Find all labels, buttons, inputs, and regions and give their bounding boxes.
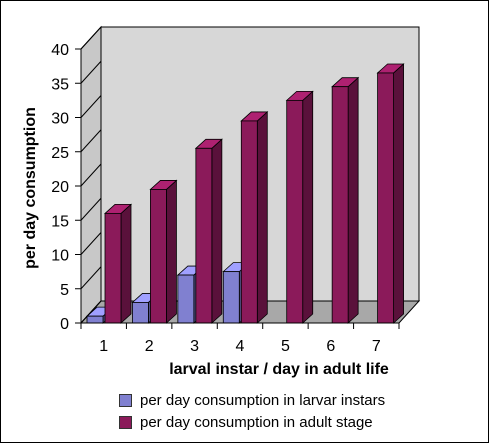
bar-adult-3	[194, 138, 223, 324]
x-tick-label: 7	[372, 338, 381, 355]
y-tick-label: 15	[51, 213, 69, 230]
y-axis-title: per day consumption	[22, 107, 39, 269]
legend-swatch-larval	[119, 393, 132, 407]
y-tick-depth	[80, 232, 102, 255]
bar-adult-1	[103, 203, 133, 324]
bar-adult-2	[149, 179, 178, 324]
y-tick-label: 30	[51, 111, 69, 128]
x-tick-label: 1	[99, 338, 108, 355]
legend-item-larval: per day consumption in larvar instars	[119, 389, 385, 411]
y-tick-label: 0	[60, 316, 69, 333]
x-tick-label: 4	[236, 338, 245, 355]
legend: per day consumption in larvar instars pe…	[119, 389, 385, 433]
y-tick-label: 5	[60, 282, 69, 299]
y-tick-label: 20	[51, 179, 69, 196]
y-tick-depth	[80, 163, 102, 187]
legend-label-adult: per day consumption in adult stage	[140, 413, 373, 431]
y-tick-label: 10	[51, 248, 69, 265]
legend-item-adult: per day consumption in adult stage	[119, 411, 385, 433]
y-tick-depth	[80, 95, 102, 118]
chart-plot: 0 5 10 15 20 25 30 35 40 1 2 3 4 5 6 7 per day consump…	[22, 25, 421, 378]
y-tick-depth	[80, 266, 102, 290]
legend-swatch-adult	[119, 415, 132, 429]
bar-adult-6	[331, 76, 360, 324]
y-tick-label: 35	[51, 76, 69, 93]
y-tick-depth	[80, 129, 102, 153]
legend-label-larval: per day consumption in larvar instars	[140, 391, 386, 409]
bar-adult-7	[376, 63, 405, 324]
x-tick-label: 3	[190, 338, 199, 355]
x-tick-label: 5	[281, 338, 290, 355]
y-tick-label: 25	[51, 145, 69, 162]
y-tick-depth	[80, 197, 102, 221]
y-tick-depth	[80, 300, 102, 324]
x-axis-title: larval instar / day in adult life	[169, 361, 389, 378]
bar-adult-4	[240, 111, 269, 324]
x-tick-label: 6	[326, 338, 335, 355]
y-tick-depth	[80, 26, 102, 50]
y-tick-depth	[80, 60, 102, 84]
x-tick-label: 2	[145, 338, 154, 355]
y-tick-label: 40	[51, 42, 69, 59]
bar-adult-5	[285, 90, 314, 324]
